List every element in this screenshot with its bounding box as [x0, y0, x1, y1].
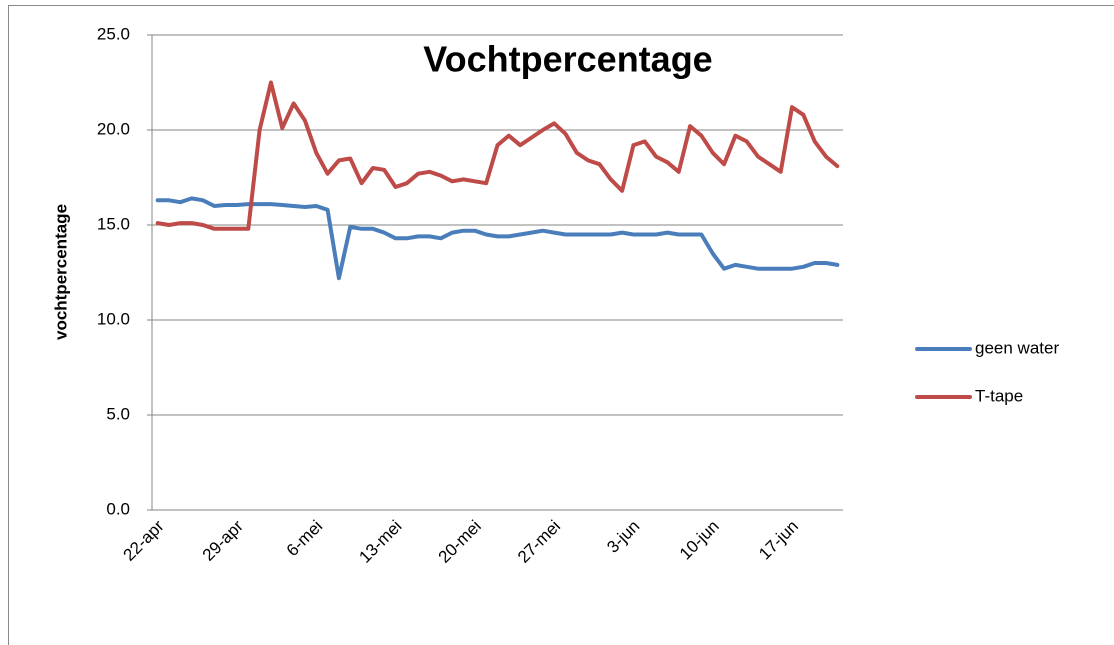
- series-line: [155, 196, 840, 281]
- chart-frame: [8, 5, 1114, 645]
- chart-title: Vochtpercentage: [423, 39, 712, 80]
- series-line: [155, 80, 840, 231]
- legend-label: T-tape: [975, 386, 1023, 405]
- y-tick-label: 25.0: [97, 24, 130, 43]
- y-tick-label: 10.0: [97, 309, 130, 328]
- legend-label: geen water: [975, 338, 1059, 357]
- y-tick-label: 0.0: [106, 499, 130, 518]
- y-tick-label: 15.0: [97, 214, 130, 233]
- y-tick-label: 5.0: [106, 404, 130, 423]
- y-tick-label: 20.0: [97, 119, 130, 138]
- y-axis-label: vochtpercentage: [51, 204, 70, 340]
